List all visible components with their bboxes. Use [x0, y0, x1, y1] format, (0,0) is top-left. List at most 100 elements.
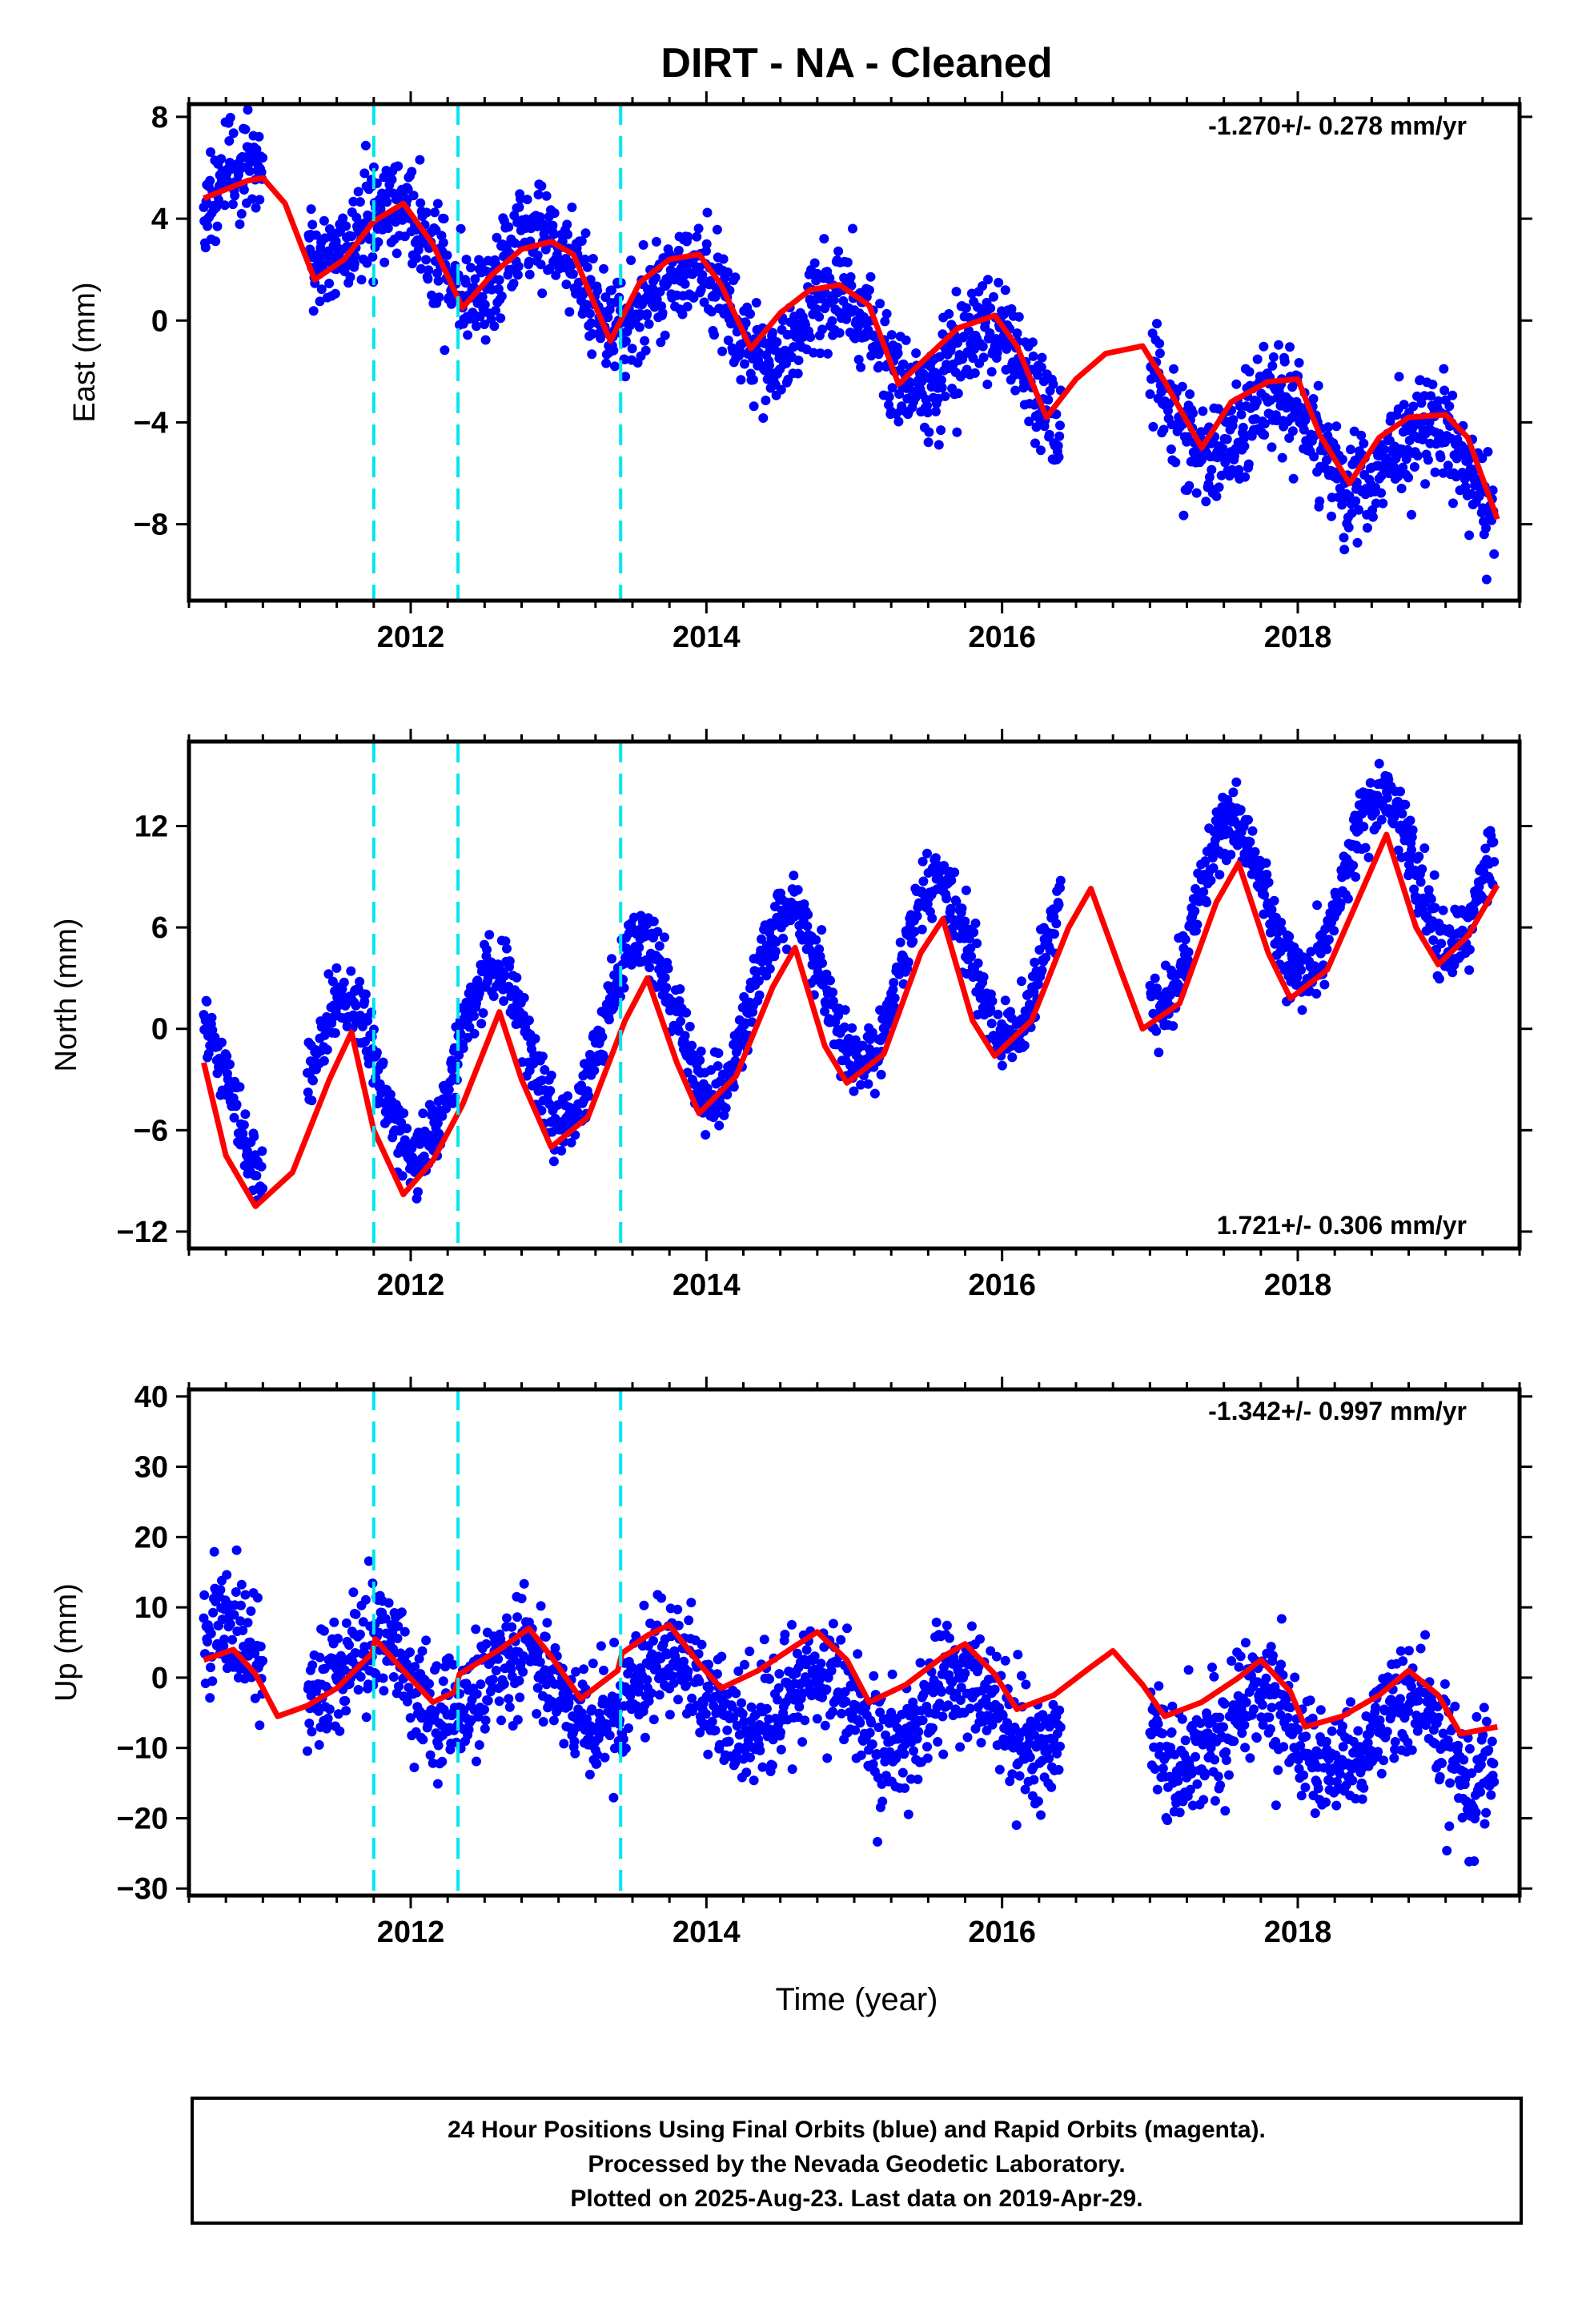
data-point — [363, 1556, 374, 1566]
data-point — [751, 298, 761, 308]
data-point — [819, 234, 829, 244]
data-point — [839, 1022, 849, 1032]
data-point — [1313, 380, 1323, 391]
data-point — [757, 1762, 768, 1772]
data-point — [986, 1019, 997, 1028]
data-point — [236, 209, 247, 219]
data-point — [203, 221, 213, 231]
data-point — [608, 1792, 619, 1803]
data-point — [745, 309, 755, 319]
data-point — [349, 259, 359, 269]
data-point — [741, 318, 751, 328]
data-point — [388, 1672, 399, 1682]
data-point — [894, 389, 905, 399]
data-point — [1152, 319, 1162, 329]
data-point — [737, 1709, 748, 1719]
data-point — [889, 978, 899, 987]
data-point — [1428, 935, 1439, 945]
data-point — [379, 1686, 389, 1696]
data-point — [1036, 362, 1046, 372]
data-point — [464, 1724, 474, 1735]
data-point — [1462, 471, 1472, 481]
data-point — [403, 184, 413, 195]
data-point — [425, 1750, 436, 1760]
data-point — [456, 223, 466, 234]
data-point — [903, 957, 913, 967]
data-point — [793, 356, 804, 365]
data-point — [662, 1650, 673, 1659]
data-point — [1154, 348, 1165, 359]
data-point — [202, 996, 212, 1007]
data-point — [1055, 420, 1065, 431]
data-point — [442, 250, 452, 260]
data-point — [460, 278, 471, 288]
data-point — [776, 1744, 786, 1755]
data-point — [1192, 919, 1203, 930]
data-point — [710, 1725, 721, 1735]
data-point — [1244, 367, 1255, 377]
data-point — [936, 375, 946, 385]
data-point — [681, 1680, 692, 1691]
data-point — [579, 1664, 589, 1675]
data-point — [561, 279, 572, 290]
data-point — [496, 1715, 506, 1726]
data-point — [402, 1124, 412, 1134]
data-point — [480, 1723, 490, 1734]
data-point — [702, 207, 713, 218]
data-point — [1409, 884, 1419, 895]
data-point — [353, 187, 363, 197]
data-point — [1426, 391, 1436, 401]
data-point — [1426, 894, 1436, 904]
data-point — [1218, 443, 1228, 453]
data-point — [765, 1674, 774, 1684]
data-point — [781, 944, 792, 955]
data-point — [211, 203, 221, 213]
data-point — [934, 440, 944, 450]
data-point — [256, 167, 267, 177]
data-point — [546, 1070, 556, 1080]
data-point — [946, 903, 956, 914]
data-point — [972, 939, 982, 948]
data-point — [1000, 285, 1010, 296]
data-point — [504, 222, 514, 232]
data-point — [571, 1667, 581, 1677]
data-point — [563, 1091, 572, 1101]
data-point — [244, 166, 255, 176]
data-point — [865, 1727, 875, 1738]
data-point — [1343, 522, 1354, 533]
data-point — [477, 292, 488, 302]
data-point — [1024, 416, 1034, 427]
data-point — [307, 1660, 318, 1671]
data-point — [415, 155, 425, 165]
data-point — [463, 330, 473, 340]
data-point — [812, 1714, 822, 1724]
data-point — [588, 329, 597, 339]
data-point — [205, 1693, 215, 1703]
data-point — [797, 1737, 808, 1747]
data-point — [432, 1779, 443, 1789]
data-point — [1184, 480, 1195, 491]
data-point — [1407, 832, 1417, 842]
data-point — [1415, 877, 1426, 887]
data-point — [1397, 809, 1407, 819]
data-point — [333, 1634, 343, 1643]
data-point — [424, 1679, 434, 1689]
data-point — [1439, 385, 1450, 396]
data-point — [924, 427, 934, 437]
data-point — [1285, 342, 1295, 352]
data-point — [433, 1740, 444, 1751]
data-point — [867, 1739, 877, 1749]
data-point — [683, 1667, 693, 1677]
data-point — [536, 181, 547, 191]
data-point — [564, 1692, 575, 1703]
data-point — [538, 1717, 548, 1727]
data-point — [374, 1627, 384, 1638]
x-tick-label: 2016 — [968, 1269, 1036, 1302]
data-point — [864, 285, 874, 296]
data-point — [1299, 424, 1309, 435]
data-point — [1448, 498, 1458, 509]
data-point — [228, 128, 239, 139]
data-point — [642, 309, 652, 320]
data-point — [331, 963, 342, 973]
data-point — [402, 1696, 412, 1707]
